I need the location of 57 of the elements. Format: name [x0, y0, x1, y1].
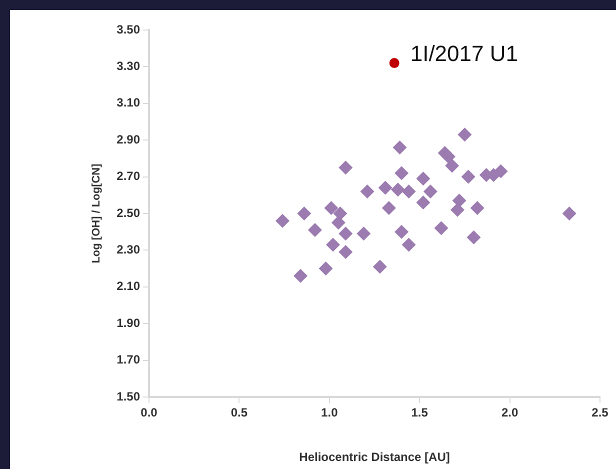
- point: [441, 150, 456, 164]
- annotation: 1I/2017 U1: [410, 41, 518, 66]
- point: [338, 245, 353, 260]
- point: [416, 195, 430, 210]
- point: [466, 230, 481, 244]
- y-tick-label: 2.50: [116, 206, 140, 220]
- y-tick-label: 2.90: [116, 132, 140, 146]
- point: [392, 140, 407, 154]
- point: [452, 194, 466, 208]
- x-tick-label: 2.5: [592, 406, 609, 420]
- y-tick-label: 2.30: [116, 242, 140, 257]
- y-tick-label: 3.10: [116, 96, 140, 110]
- x-tick-label: 0.0: [140, 406, 158, 420]
- point: [423, 184, 438, 198]
- point: [389, 58, 400, 68]
- point: [331, 216, 346, 230]
- point: [402, 184, 416, 198]
- point: [461, 170, 476, 184]
- point: [382, 200, 396, 215]
- point: [445, 158, 460, 173]
- point: [390, 182, 405, 197]
- point: [326, 238, 340, 252]
- point: [378, 180, 392, 195]
- point: [458, 128, 472, 142]
- point: [308, 223, 322, 238]
- point: [394, 166, 409, 180]
- point: [562, 206, 576, 220]
- y-tick-label: 3.50: [116, 22, 140, 36]
- x-axis-title: Heliocentric Distance [AU]: [299, 450, 450, 464]
- point: [494, 164, 508, 178]
- point: [416, 172, 430, 186]
- y-tick-label: 2.10: [116, 279, 140, 294]
- y-tick-label: 3.30: [116, 59, 140, 74]
- point: [450, 202, 464, 217]
- x-tick-label: 0.5: [230, 406, 248, 420]
- point: [394, 224, 409, 239]
- y-axis-title: Log [OH] / Log[CN]: [90, 163, 103, 264]
- point: [356, 226, 371, 241]
- x-tick-label: 1.5: [411, 406, 428, 420]
- point: [338, 160, 353, 175]
- point: [434, 221, 448, 236]
- point: [372, 260, 387, 274]
- point: [402, 238, 416, 252]
- point: [275, 214, 290, 228]
- point: [324, 200, 338, 215]
- point: [338, 226, 353, 241]
- y-tick-label: 1.90: [116, 316, 140, 330]
- point: [470, 200, 484, 215]
- point: [360, 184, 374, 198]
- y-tick-label: 1.70: [116, 352, 140, 367]
- point: [318, 262, 333, 276]
- y-tick-label: 1.50: [116, 389, 140, 404]
- y-tick-label: 2.70: [116, 169, 140, 184]
- x-tick-label: 1.0: [321, 406, 338, 420]
- point: [294, 268, 308, 283]
- point: [297, 206, 312, 220]
- x-tick-label: 2.0: [501, 406, 518, 420]
